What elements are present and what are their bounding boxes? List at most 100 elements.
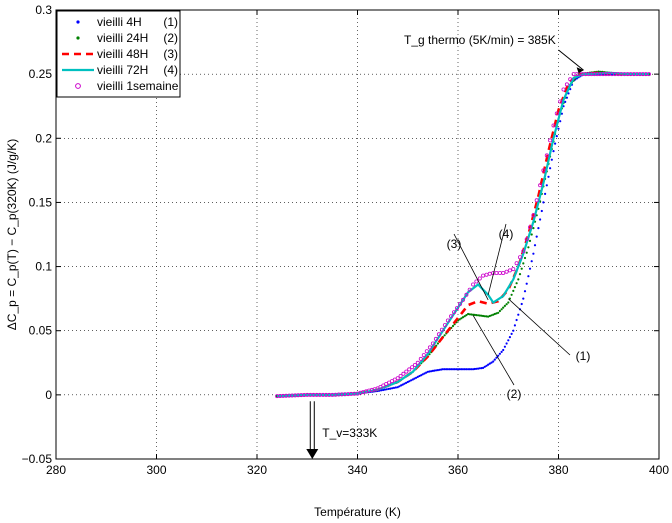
data-point	[504, 269, 509, 274]
data-point	[528, 267, 532, 270]
data-point	[527, 275, 530, 278]
data-point	[549, 167, 552, 170]
data-point	[436, 342, 439, 345]
data-point	[646, 72, 651, 77]
data-point	[497, 270, 502, 275]
legend-symbol	[76, 36, 80, 40]
data-point	[507, 301, 510, 304]
data-point	[463, 368, 466, 371]
data-point	[404, 369, 409, 374]
data-point	[538, 183, 543, 188]
data-point	[513, 286, 517, 289]
data-point	[501, 270, 506, 275]
data-point	[465, 368, 468, 371]
data-point	[424, 349, 429, 354]
data-point	[494, 270, 499, 275]
data-point	[478, 314, 481, 317]
data-point	[436, 332, 441, 337]
data-point	[503, 345, 506, 348]
data-point	[453, 368, 456, 371]
data-point	[518, 273, 522, 276]
data-point	[395, 376, 400, 381]
data-point	[523, 256, 527, 260]
data-point	[445, 318, 450, 323]
data-point	[511, 267, 516, 272]
data-point	[482, 314, 485, 318]
data-point	[391, 387, 394, 390]
data-point	[461, 316, 465, 319]
data-point	[537, 227, 540, 230]
data-point	[401, 383, 404, 386]
tv-annotation: T_v=333K	[322, 426, 377, 440]
y-tick-label: 0.05	[29, 324, 53, 338]
curve-label-arrow	[507, 298, 571, 356]
data-point	[525, 282, 528, 285]
data-point	[387, 387, 390, 390]
data-point	[488, 314, 491, 318]
curve-label-arrow	[472, 315, 515, 386]
data-point	[392, 386, 396, 389]
data-point	[433, 336, 438, 341]
data-point	[472, 368, 475, 371]
data-point	[401, 371, 406, 376]
x-axis-label: Température (K)	[314, 505, 401, 519]
data-point	[492, 360, 495, 363]
data-point	[412, 362, 417, 367]
data-point	[415, 360, 420, 365]
tg-arrow-head	[576, 67, 584, 74]
data-point	[398, 385, 401, 388]
data-point	[497, 354, 500, 357]
data-point	[510, 332, 513, 335]
data-point	[490, 314, 493, 317]
data-point	[430, 370, 433, 373]
data-point	[472, 313, 475, 316]
data-point	[484, 272, 489, 277]
data-point	[534, 198, 539, 203]
data-point	[483, 365, 486, 368]
data-point	[458, 368, 461, 371]
legend-tag: (1)	[163, 15, 178, 29]
data-point	[446, 368, 449, 371]
data-point	[507, 339, 510, 342]
data-point	[517, 313, 520, 316]
data-point	[558, 99, 563, 104]
series-4	[277, 71, 649, 398]
data-point	[530, 260, 533, 263]
data-point	[467, 368, 470, 371]
series-5	[275, 72, 651, 399]
data-point	[410, 365, 415, 370]
legend-tag: (3)	[163, 47, 178, 61]
legend-symbol	[75, 83, 81, 89]
data-point	[544, 192, 547, 195]
data-point	[454, 306, 459, 311]
data-point	[458, 318, 461, 321]
data-point	[456, 368, 460, 371]
legend-marker	[75, 83, 81, 89]
data-point	[463, 315, 466, 318]
data-point	[465, 314, 468, 317]
data-point	[488, 362, 491, 365]
data-point	[497, 311, 500, 314]
data-point	[542, 201, 545, 204]
annotation-layer: T_g thermo (5K/min) = 385K T_v=333K (1) (2)…	[306, 33, 590, 459]
x-tick-label: 300	[146, 463, 166, 477]
data-point	[483, 315, 486, 318]
data-point	[457, 301, 462, 306]
data-point	[428, 370, 431, 373]
data-point	[382, 388, 385, 392]
data-point	[595, 72, 600, 77]
data-point	[500, 350, 503, 353]
y-tick-label: 0.1	[35, 260, 52, 274]
data-point	[507, 268, 512, 273]
y-tick-label: 0.2	[35, 131, 52, 145]
data-point	[416, 375, 419, 378]
data-point	[527, 246, 530, 249]
curve-label-arrow	[487, 223, 507, 295]
legend-tag: (4)	[163, 63, 178, 77]
data-point	[394, 386, 397, 389]
data-point	[552, 150, 555, 153]
curve-label-arrow	[453, 233, 489, 301]
data-point	[475, 367, 478, 370]
data-point	[555, 135, 558, 138]
data-point	[532, 252, 535, 255]
